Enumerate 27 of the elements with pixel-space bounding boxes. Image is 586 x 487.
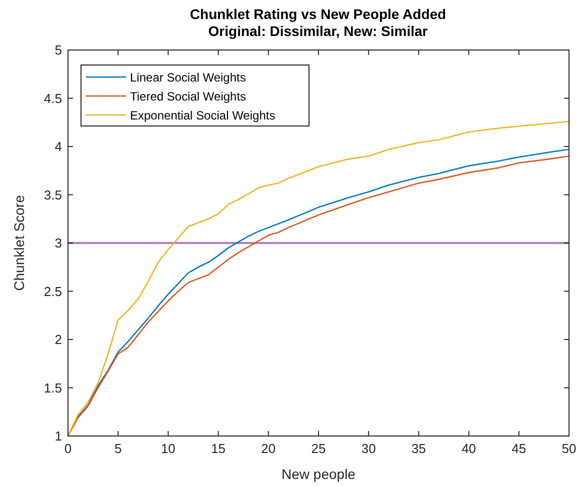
legend-label: Exponential Social Weights <box>130 108 276 122</box>
chart-title: Chunklet Rating vs New People Added <box>190 6 446 22</box>
y-tick-label: 2 <box>54 332 62 347</box>
y-axis-title: Chunklet Score <box>11 194 27 291</box>
x-tick-label: 20 <box>261 441 276 456</box>
y-tick-label: 1 <box>54 428 62 444</box>
x-tick-label: 30 <box>361 441 376 456</box>
y-tick-label: 2.5 <box>44 284 62 299</box>
legend-label: Tiered Social Weights <box>130 90 246 104</box>
x-tick-label: 50 <box>562 441 576 456</box>
x-tick-label: 40 <box>462 441 476 456</box>
chart-subtitle: Original: Dissimilar, New: Similar <box>208 23 428 39</box>
y-tick-label: 4.5 <box>44 90 62 106</box>
x-tick-label: 10 <box>160 441 176 456</box>
x-tick-label: 35 <box>411 441 426 456</box>
x-tick-label: 45 <box>512 441 526 456</box>
legend-label: Linear Social Weights <box>130 70 246 84</box>
x-axis-title: New people <box>282 466 356 482</box>
y-tick-label: 3.5 <box>44 187 62 202</box>
x-tick-label: 25 <box>311 441 326 456</box>
y-tick-label: 1.5 <box>44 380 62 396</box>
y-tick-label: 3 <box>54 236 62 250</box>
y-tick-label: 4 <box>54 139 62 154</box>
y-tick-label: 5 <box>54 42 62 58</box>
x-tick-label: 0 <box>64 441 72 456</box>
x-tick-label: 5 <box>114 441 122 456</box>
x-tick-label: 15 <box>211 441 226 456</box>
